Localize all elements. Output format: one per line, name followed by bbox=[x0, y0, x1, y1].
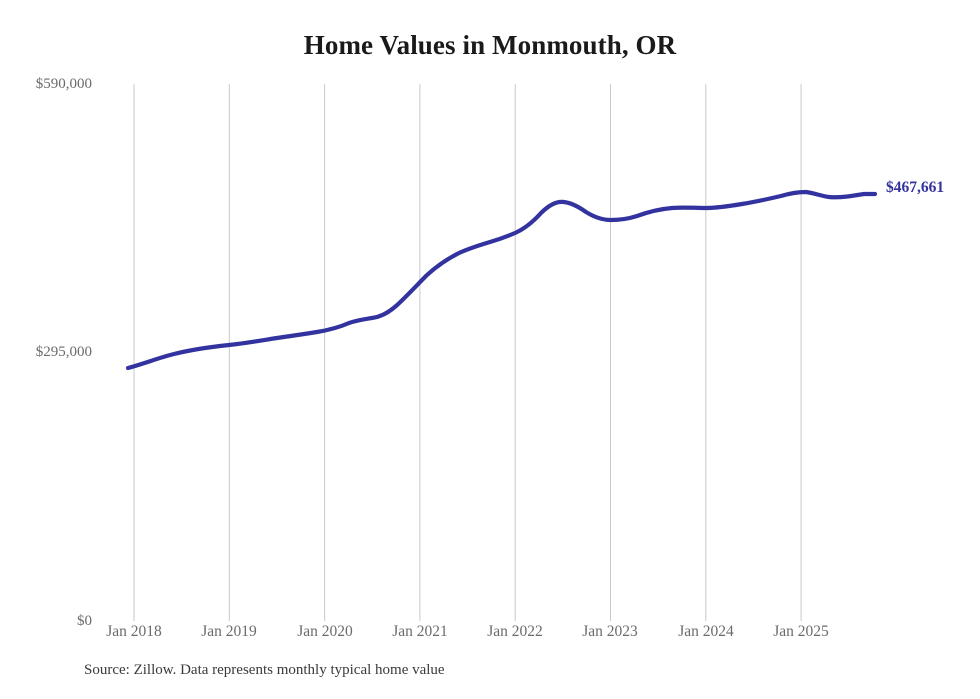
ytick-label-295000: $295,000 bbox=[35, 344, 92, 360]
xtick-label-jan-2020: Jan 2020 bbox=[297, 623, 353, 640]
xtick-label-jan-2024: Jan 2024 bbox=[678, 623, 734, 640]
xtick-label-jan-2021: Jan 2021 bbox=[392, 623, 448, 640]
xtick-label-jan-2019: Jan 2019 bbox=[201, 623, 257, 640]
series-line bbox=[125, 189, 878, 371]
xtick-label-jan-2022: Jan 2022 bbox=[487, 623, 543, 640]
ytick-label-590000: $590,000 bbox=[35, 76, 92, 92]
xtick-label-jan-2023: Jan 2023 bbox=[582, 623, 638, 640]
end-value-annotation: $467,661 bbox=[886, 179, 945, 196]
source-note: Source: Zillow. Data represents monthly … bbox=[84, 662, 445, 678]
data-series-typical-home-value bbox=[125, 189, 878, 371]
chart-title: Home Values in Monmouth, OR bbox=[303, 30, 677, 60]
xtick-label-jan-2025: Jan 2025 bbox=[773, 623, 829, 640]
ytick-label-0: $0 bbox=[77, 613, 92, 629]
xtick-label-jan-2018: Jan 2018 bbox=[106, 623, 162, 640]
gridlines bbox=[133, 84, 802, 621]
